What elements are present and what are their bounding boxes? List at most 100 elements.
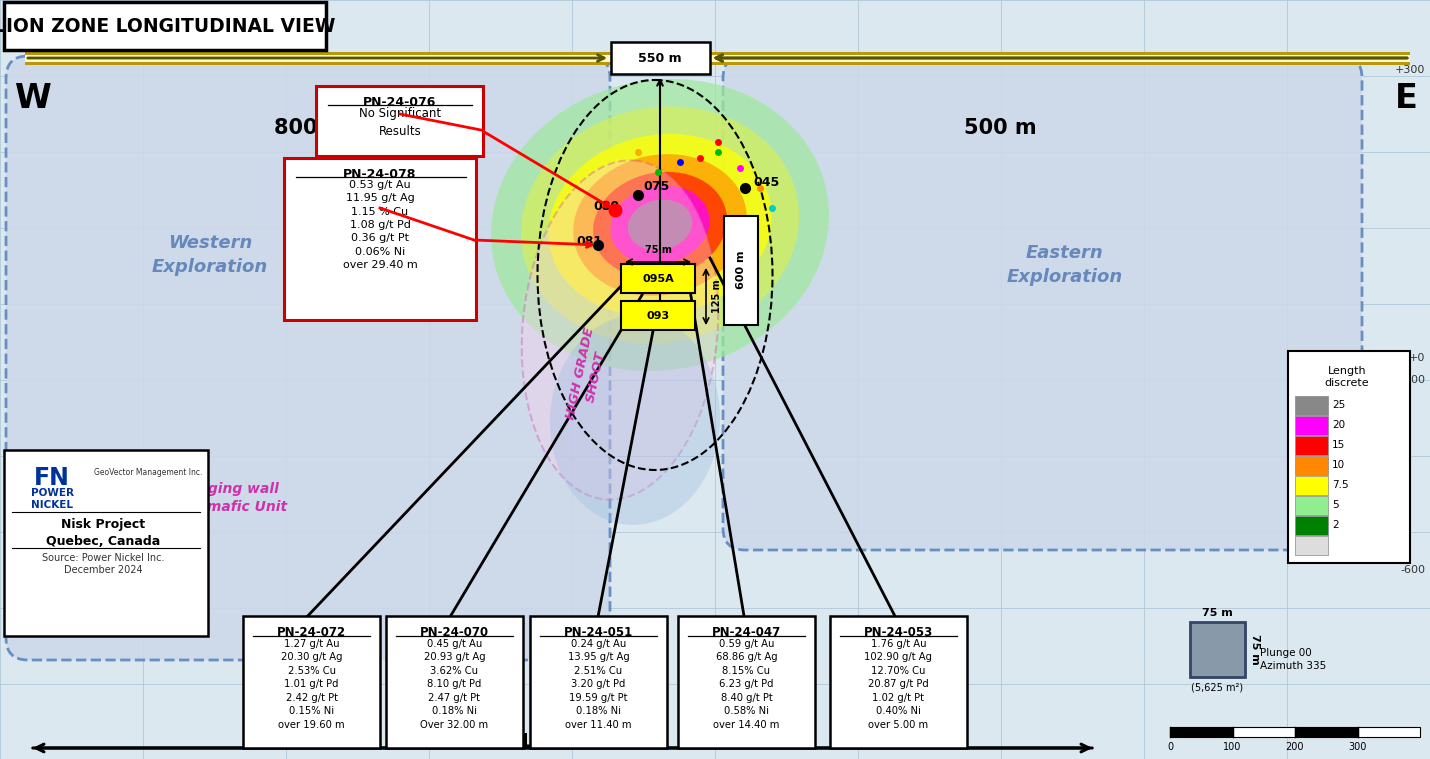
Text: PN-24-076: PN-24-076 (363, 96, 436, 109)
FancyBboxPatch shape (243, 616, 380, 748)
FancyBboxPatch shape (724, 216, 758, 325)
Bar (1233, 727, 1296, 737)
Text: 075: 075 (644, 180, 669, 193)
Text: PN-24-047: PN-24-047 (712, 626, 781, 639)
Text: 500 m: 500 m (964, 118, 1037, 138)
Ellipse shape (551, 315, 721, 525)
Text: Plunge 00
Azimuth 335: Plunge 00 Azimuth 335 (1260, 648, 1326, 671)
Text: POWER
NICKEL: POWER NICKEL (30, 488, 73, 509)
Bar (24, 52, 1410, 65)
Text: 1.76 g/t Au
102.90 g/t Ag
12.70% Cu
20.87 g/t Pd
1.02 g/t Pt
0.40% Ni
over 5.00 : 1.76 g/t Au 102.90 g/t Ag 12.70% Cu 20.8… (865, 639, 932, 729)
Text: 0: 0 (1167, 742, 1173, 752)
Ellipse shape (521, 106, 799, 344)
Text: 2: 2 (1331, 521, 1338, 531)
FancyBboxPatch shape (4, 2, 326, 50)
Text: Eastern
Exploration: Eastern Exploration (1007, 244, 1123, 286)
Text: PN-24-072: PN-24-072 (277, 626, 346, 639)
Text: PN-24-078: PN-24-078 (343, 168, 416, 181)
Ellipse shape (490, 79, 829, 371)
Ellipse shape (611, 185, 709, 265)
FancyBboxPatch shape (829, 616, 967, 748)
FancyBboxPatch shape (6, 56, 611, 660)
Text: 100: 100 (1223, 742, 1241, 752)
Ellipse shape (573, 154, 746, 296)
Text: -600: -600 (1400, 565, 1426, 575)
Text: 1,850 m: 1,850 m (518, 732, 606, 751)
Bar (24, 52, 1410, 55)
FancyBboxPatch shape (285, 158, 476, 320)
FancyBboxPatch shape (621, 264, 695, 293)
Text: LION ZONE LONGITUDINAL VIEW: LION ZONE LONGITUDINAL VIEW (0, 17, 336, 36)
Text: 200: 200 (1286, 742, 1304, 752)
FancyBboxPatch shape (4, 450, 207, 636)
Text: 095A: 095A (642, 274, 674, 284)
Text: 0.45 g/t Au
20.93 g/t Ag
3.62% Cu
8.10 g/t Pd
2.47 g/t Pt
0.18% Ni
Over 32.00 m: 0.45 g/t Au 20.93 g/t Ag 3.62% Cu 8.10 g… (420, 639, 489, 729)
Text: 080: 080 (593, 200, 619, 213)
Bar (1296, 436, 1328, 455)
FancyBboxPatch shape (621, 301, 695, 330)
Text: 800 m: 800 m (273, 118, 346, 138)
Text: +0: +0 (1409, 353, 1426, 363)
Text: 550 m: 550 m (638, 52, 682, 65)
Text: GeoVector Management Inc.: GeoVector Management Inc. (94, 468, 202, 477)
Text: Source: Power Nickel Inc.
December 2024: Source: Power Nickel Inc. December 2024 (41, 553, 164, 575)
Ellipse shape (628, 200, 692, 250)
Text: 75 m: 75 m (1201, 608, 1233, 618)
Text: FN: FN (34, 466, 70, 490)
Text: Nisk Project
Quebec, Canada: Nisk Project Quebec, Canada (46, 518, 160, 548)
Text: Length
discrete: Length discrete (1324, 366, 1370, 389)
Text: PN-24-070: PN-24-070 (420, 626, 489, 639)
Text: HIGH GRADE
SHOOT: HIGH GRADE SHOOT (563, 326, 612, 424)
Text: 300: 300 (1348, 742, 1367, 752)
FancyBboxPatch shape (678, 616, 815, 748)
Text: 25: 25 (1331, 401, 1346, 411)
FancyBboxPatch shape (724, 56, 1361, 550)
Text: 093: 093 (646, 311, 669, 321)
FancyBboxPatch shape (1288, 351, 1410, 563)
Bar (1190, 622, 1246, 677)
Text: 15: 15 (1331, 440, 1346, 451)
Bar (1357, 727, 1420, 737)
FancyBboxPatch shape (611, 42, 711, 74)
Bar (1296, 476, 1328, 495)
FancyBboxPatch shape (531, 616, 666, 748)
Text: 081: 081 (576, 235, 602, 248)
Text: 045: 045 (754, 176, 779, 189)
Text: 0.24 g/t Au
13.95 g/t Ag
2.51% Cu
3.20 g/t Pd
19.59 g/t Pt
0.18% Ni
over 11.40 m: 0.24 g/t Au 13.95 g/t Ag 2.51% Cu 3.20 g… (565, 639, 632, 729)
Text: W: W (14, 82, 51, 115)
Text: PN-24-051: PN-24-051 (563, 626, 633, 639)
Text: (5,625 m²): (5,625 m²) (1191, 682, 1243, 692)
Text: 75 m: 75 m (1250, 634, 1260, 664)
Bar (1296, 396, 1328, 415)
Text: +300: +300 (1394, 65, 1426, 75)
Bar (1296, 516, 1328, 535)
Text: 75 m: 75 m (645, 245, 672, 255)
Text: E: E (1396, 82, 1419, 115)
Text: PN-24-053: PN-24-053 (864, 626, 934, 639)
Text: 0.53 g/t Au
11.95 g/t Ag
1.15 % Cu
1.08 g/t Pd
0.36 g/t Pt
0.06% Ni
over 29.40 m: 0.53 g/t Au 11.95 g/t Ag 1.15 % Cu 1.08 … (343, 180, 418, 270)
Bar (1296, 416, 1328, 435)
Bar (1170, 727, 1233, 737)
Text: 1.27 g/t Au
20.30 g/t Ag
2.53% Cu
1.01 g/t Pd
2.42 g/t Pt
0.15% Ni
over 19.60 m: 1.27 g/t Au 20.30 g/t Ag 2.53% Cu 1.01 g… (279, 639, 345, 729)
FancyBboxPatch shape (386, 616, 523, 748)
Text: 5: 5 (1331, 500, 1338, 511)
Text: -300: -300 (1400, 375, 1426, 385)
Bar (1296, 456, 1328, 475)
Text: Western
Exploration: Western Exploration (152, 234, 269, 276)
Text: Hanging wall
Ultramafic Unit: Hanging wall Ultramafic Unit (169, 482, 287, 514)
Text: 20: 20 (1331, 420, 1346, 430)
Text: 10: 10 (1331, 461, 1346, 471)
Text: 0.59 g/t Au
68.86 g/t Ag
8.15% Cu
6.23 g/t Pd
8.40 g/t Pt
0.58% Ni
over 14.40 m: 0.59 g/t Au 68.86 g/t Ag 8.15% Cu 6.23 g… (714, 639, 779, 729)
Text: No Significant
Results: No Significant Results (359, 107, 440, 138)
Bar (1296, 536, 1328, 555)
Text: 125 m: 125 m (712, 279, 722, 313)
Ellipse shape (522, 160, 718, 499)
Text: 600 m: 600 m (736, 250, 746, 289)
Text: 7.5: 7.5 (1331, 480, 1348, 490)
Bar (1296, 727, 1357, 737)
Ellipse shape (593, 172, 726, 279)
FancyBboxPatch shape (316, 86, 483, 156)
Ellipse shape (548, 134, 772, 316)
Bar (1296, 496, 1328, 515)
Bar (24, 62, 1410, 65)
